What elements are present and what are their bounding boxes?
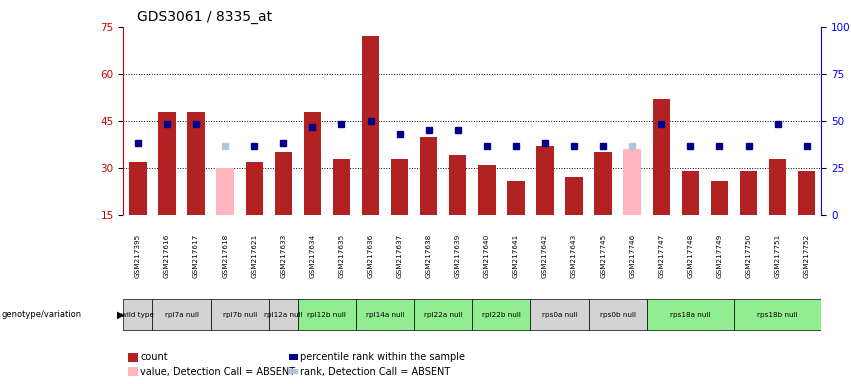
Text: rpl22a null: rpl22a null	[424, 312, 463, 318]
Text: genotype/variation: genotype/variation	[2, 310, 82, 319]
Text: GSM217745: GSM217745	[600, 234, 606, 278]
Bar	[216, 168, 234, 215]
Text: GSM217621: GSM217621	[251, 234, 257, 278]
Text: rpl7b null: rpl7b null	[223, 312, 257, 318]
Bar	[129, 162, 146, 215]
Bar	[530, 300, 589, 330]
Text: GSM217641: GSM217641	[513, 234, 519, 278]
Text: rpl22b null: rpl22b null	[482, 312, 521, 318]
Bar	[362, 36, 380, 215]
Bar	[798, 171, 815, 215]
Text: GSM217640: GSM217640	[484, 234, 490, 278]
Bar	[187, 112, 205, 215]
Bar	[711, 180, 728, 215]
Text: GSM217751: GSM217751	[774, 234, 780, 278]
Text: GSM217749: GSM217749	[717, 234, 722, 278]
Bar	[734, 300, 821, 330]
Bar	[768, 159, 786, 215]
Text: rpl7a null: rpl7a null	[164, 312, 198, 318]
Bar	[304, 112, 321, 215]
Bar	[478, 165, 495, 215]
Text: GSM217643: GSM217643	[571, 234, 577, 278]
Bar	[298, 300, 356, 330]
Text: rpl12b null: rpl12b null	[307, 312, 346, 318]
Bar	[647, 300, 734, 330]
Text: GSM217395: GSM217395	[135, 234, 141, 278]
Bar	[414, 300, 472, 330]
Text: GSM217636: GSM217636	[368, 234, 374, 278]
Text: rps18b null: rps18b null	[757, 312, 798, 318]
Bar	[123, 300, 152, 330]
Text: GSM217633: GSM217633	[280, 234, 286, 278]
Text: rps18a null: rps18a null	[671, 312, 711, 318]
Bar	[507, 180, 524, 215]
Text: count: count	[140, 352, 168, 362]
Text: rpl12a null: rpl12a null	[264, 312, 303, 318]
Bar	[449, 156, 466, 215]
Bar	[245, 162, 263, 215]
Text: GSM217750: GSM217750	[745, 234, 751, 278]
Text: rps0a null: rps0a null	[541, 312, 578, 318]
Bar	[275, 152, 292, 215]
Text: percentile rank within the sample: percentile rank within the sample	[300, 352, 465, 362]
Bar	[472, 300, 530, 330]
Text: GSM217618: GSM217618	[222, 234, 228, 278]
Bar	[391, 159, 408, 215]
Bar	[624, 149, 641, 215]
Text: GSM217637: GSM217637	[397, 234, 403, 278]
Bar	[682, 171, 699, 215]
Text: GSM217616: GSM217616	[164, 234, 170, 278]
Bar	[269, 300, 298, 330]
Bar	[589, 300, 647, 330]
Text: rank, Detection Call = ABSENT: rank, Detection Call = ABSENT	[300, 367, 451, 377]
Bar	[653, 99, 670, 215]
Bar	[594, 152, 612, 215]
Text: GDS3061 / 8335_at: GDS3061 / 8335_at	[137, 10, 272, 25]
Text: GSM217752: GSM217752	[803, 234, 809, 278]
Bar	[740, 171, 757, 215]
Bar	[211, 300, 269, 330]
Text: GSM217617: GSM217617	[193, 234, 199, 278]
Text: GSM217642: GSM217642	[542, 234, 548, 278]
Bar	[152, 300, 211, 330]
Text: GSM217746: GSM217746	[629, 234, 635, 278]
Text: GSM217635: GSM217635	[339, 234, 345, 278]
Text: rpl14a null: rpl14a null	[366, 312, 404, 318]
Text: ▶: ▶	[117, 310, 125, 320]
Text: value, Detection Call = ABSENT: value, Detection Call = ABSENT	[140, 367, 295, 377]
Text: rps0b null: rps0b null	[600, 312, 636, 318]
Bar	[356, 300, 414, 330]
Text: GSM217639: GSM217639	[454, 234, 460, 278]
Bar	[158, 112, 176, 215]
Bar	[333, 159, 350, 215]
Bar	[536, 146, 554, 215]
Text: GSM217747: GSM217747	[659, 234, 665, 278]
Bar	[420, 137, 437, 215]
Bar	[565, 177, 583, 215]
Text: GSM217638: GSM217638	[426, 234, 431, 278]
Text: GSM217748: GSM217748	[688, 234, 694, 278]
Text: GSM217634: GSM217634	[310, 234, 316, 278]
Bar	[624, 149, 641, 215]
Text: wild type: wild type	[122, 312, 154, 318]
